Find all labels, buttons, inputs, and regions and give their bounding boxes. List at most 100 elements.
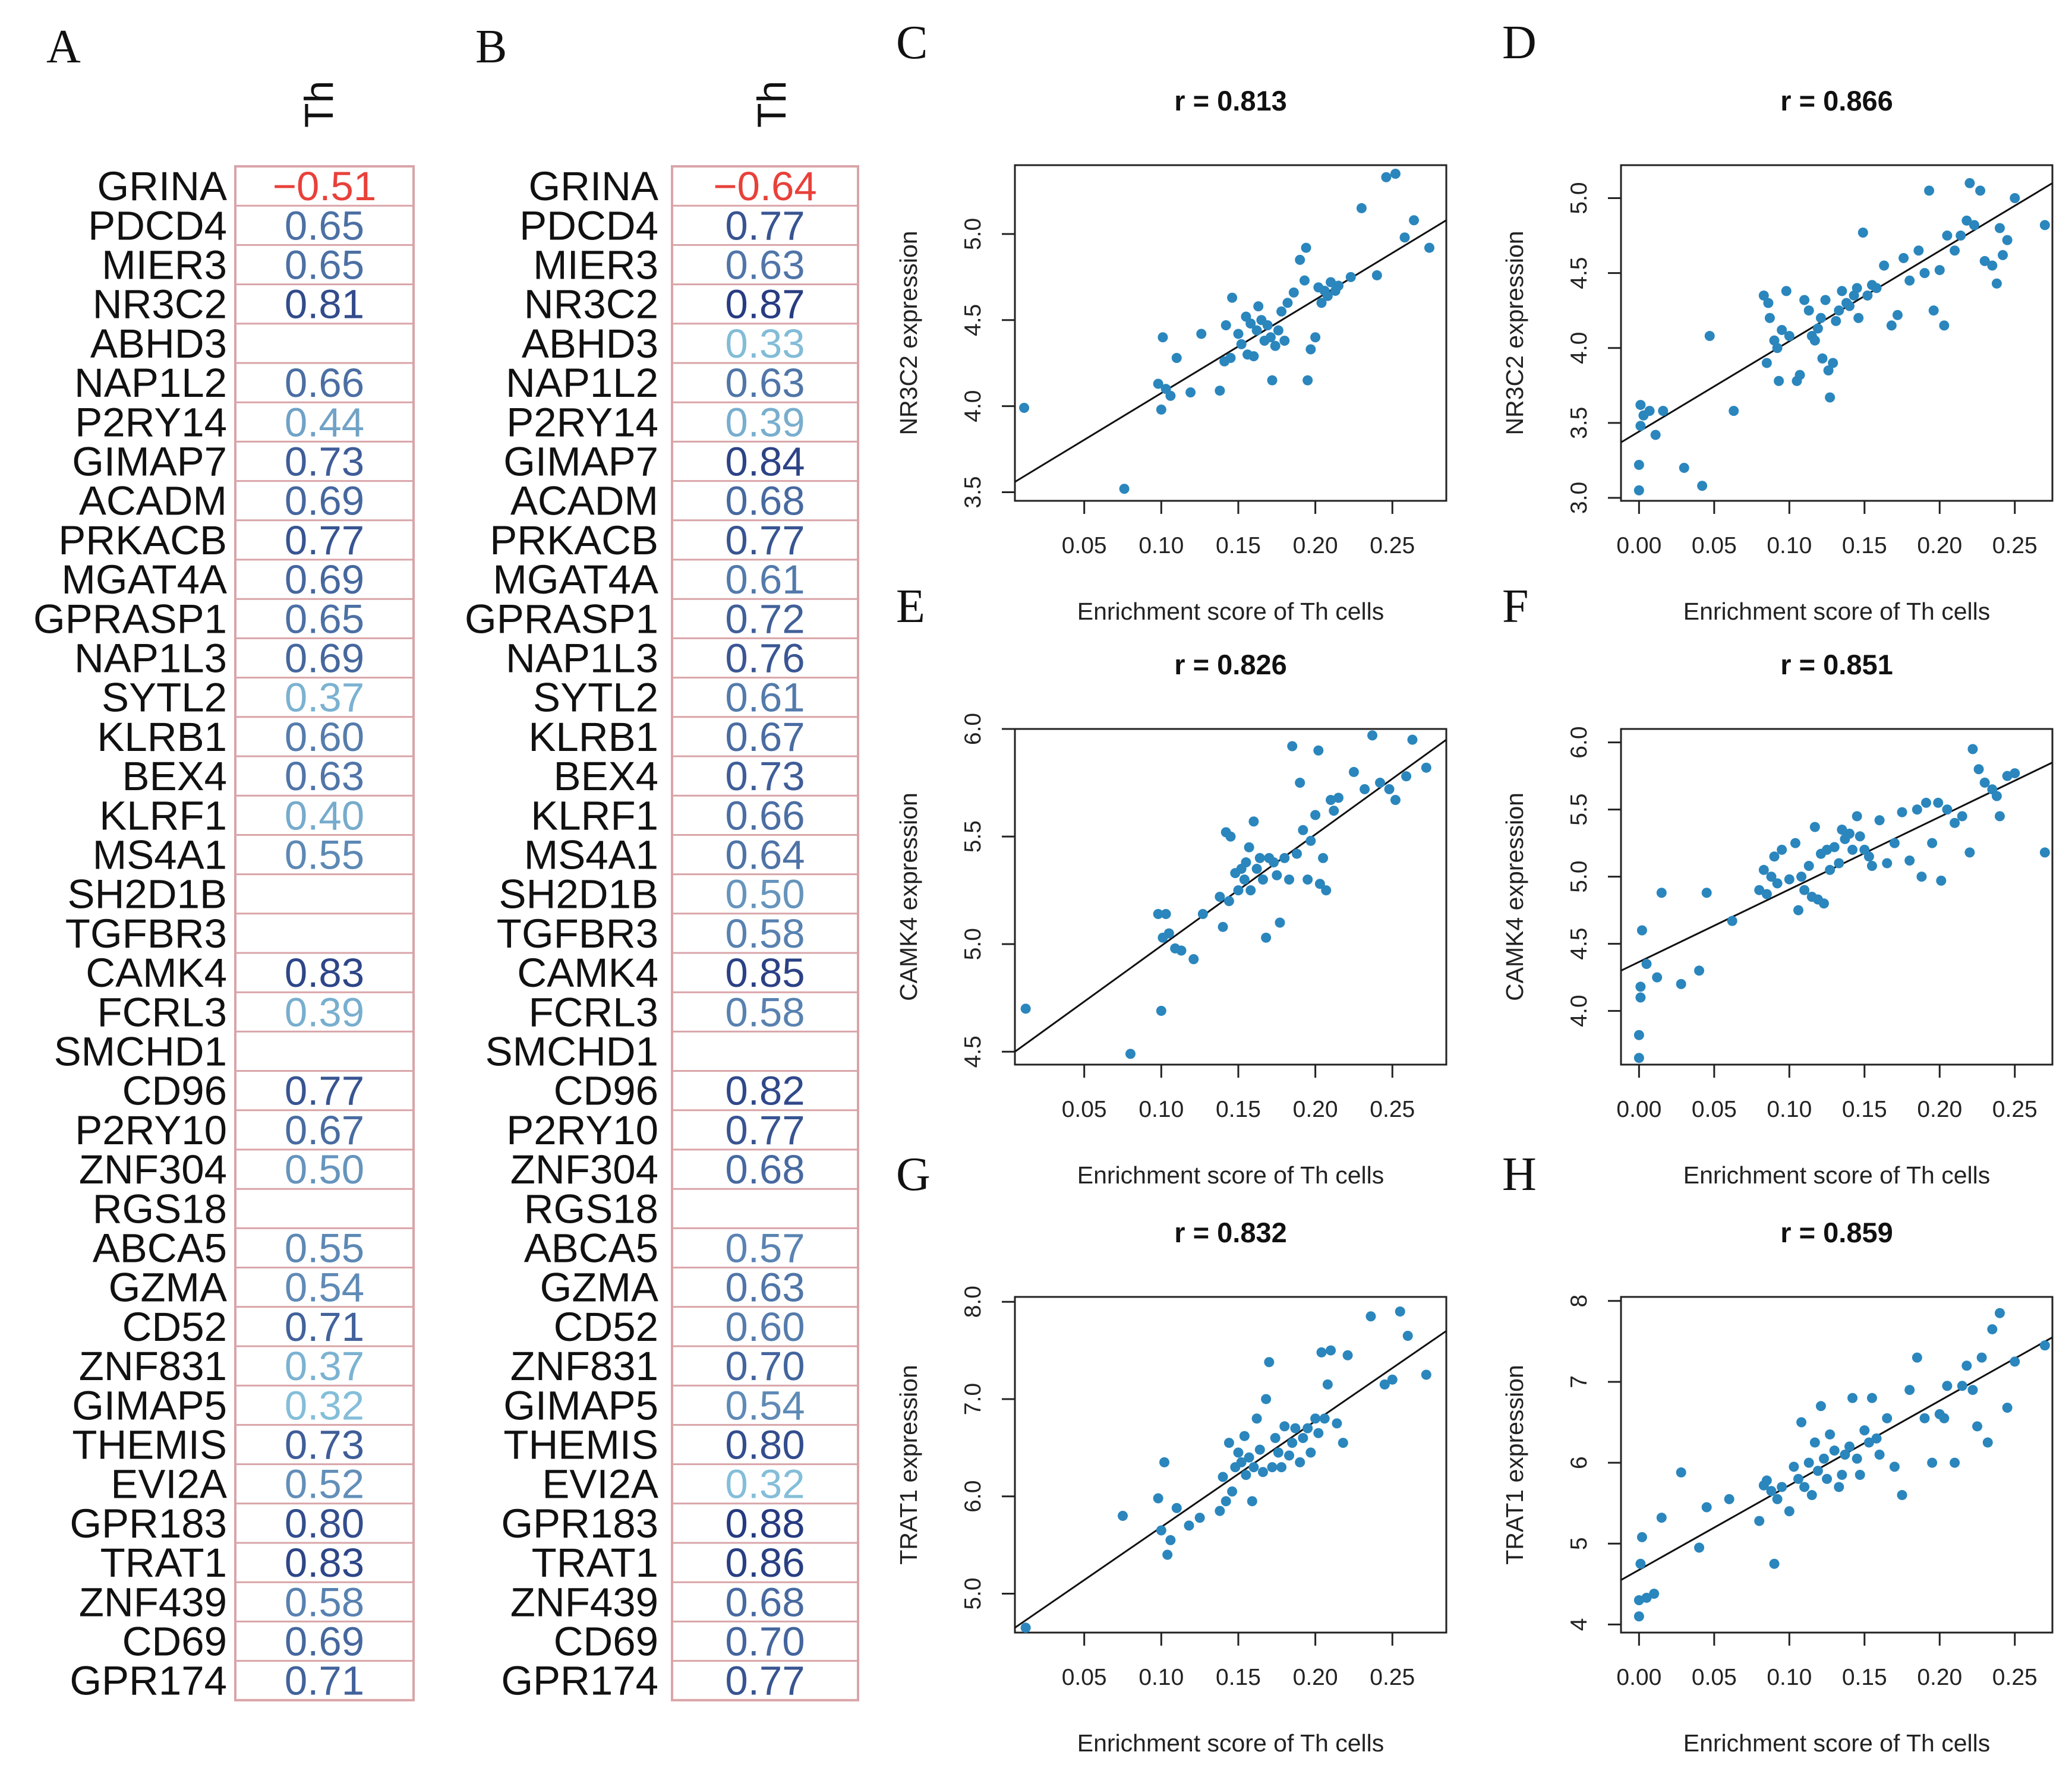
plot-frame <box>1620 728 2054 1066</box>
correlation-value: 0.77 <box>725 1658 805 1704</box>
scatter-point <box>1964 847 1975 858</box>
scatter-point <box>1184 1520 1194 1531</box>
correlation-value: 0.60 <box>725 1304 805 1350</box>
scatter-point <box>1244 842 1254 853</box>
scatter-point <box>1401 771 1412 782</box>
chart-title-f: r = 0.851 <box>1780 649 1893 680</box>
gene-label: GPR174 <box>501 1658 658 1704</box>
scatter-point <box>1862 290 1873 301</box>
scatter-point <box>1933 797 1944 808</box>
x-tick-label: 0.15 <box>1216 1097 1261 1122</box>
scatter-point <box>1635 400 1646 411</box>
correlation-table-a: GRINA −0.51 PDCD4 0.65 MIER3 0.65 NR3C2 0.81 ABH… <box>33 163 415 1704</box>
scatter-point <box>1409 215 1420 226</box>
scatter-point <box>1803 861 1814 872</box>
x-tick-label: 0.15 <box>1216 1665 1261 1690</box>
scatter-point <box>1171 1502 1182 1513</box>
scatter-point <box>1236 1457 1247 1467</box>
x-axis-label-d: Enrichment score of Th cells <box>1683 598 1991 625</box>
scatter-point <box>1697 481 1708 491</box>
scatter-point <box>1979 777 1990 788</box>
scatter-point <box>1276 306 1287 317</box>
scatter-point <box>1345 272 1356 282</box>
correlation-value: 0.63 <box>285 753 364 799</box>
scatter-point <box>1316 1347 1327 1358</box>
scatter-point <box>1998 250 2008 260</box>
scatter-point <box>1273 1447 1283 1458</box>
scatter-point <box>1704 331 1715 342</box>
scatter-point <box>1644 406 1655 416</box>
scatter-point <box>1904 855 1915 866</box>
scatter-point <box>1982 1437 1993 1448</box>
scatter-point <box>2039 1340 2050 1351</box>
x-tick-label: 0.15 <box>1842 1097 1887 1122</box>
x-tick-label: 0.15 <box>1842 533 1887 558</box>
scatter-point <box>1912 804 1922 815</box>
scatter-point <box>1318 853 1329 863</box>
scatter-panel-h: H r = 0.859 Enrichment score of Th cells… <box>1501 1148 2054 1757</box>
scatter-point <box>1282 298 1293 308</box>
correlation-table-b: GRINA −0.64 PDCD4 0.77 MIER3 0.63 NR3C2 0.87 ABH… <box>465 163 859 1704</box>
x-tick-label: 0.25 <box>1992 1097 2038 1122</box>
scatter-point <box>1847 1393 1858 1403</box>
correlation-value: 0.52 <box>285 1461 364 1507</box>
y-tick-label: 3.0 <box>1566 482 1592 514</box>
scatter-point <box>1994 811 2005 822</box>
scatter-point <box>1829 1445 1840 1456</box>
scatter-point <box>1882 1413 1893 1423</box>
x-tick-label: 0.00 <box>1616 533 1661 558</box>
scatter-point <box>1225 831 1236 842</box>
scatter-point <box>1342 1350 1353 1360</box>
scatter-point <box>1020 1003 1031 1014</box>
scatter-point <box>1225 353 1236 364</box>
scatter-point <box>1758 290 1769 301</box>
gene-label: ABCA5 <box>93 1226 227 1271</box>
scatter-point <box>1799 295 1810 305</box>
scatter-point <box>1919 1413 1930 1423</box>
scatter-point <box>1301 242 1311 253</box>
y-axis-label-e: CAMK4 expression <box>895 793 922 1001</box>
scatter-point <box>1866 1393 1877 1403</box>
scatter-point <box>1979 255 1990 266</box>
gene-label: NR3C2 <box>93 282 227 327</box>
scatter-point <box>1322 1379 1333 1390</box>
scatter-point <box>1245 318 1256 329</box>
scatter-point <box>1310 332 1321 343</box>
scatter-point <box>1310 810 1321 820</box>
scatter-point <box>1633 1053 1644 1063</box>
scatter-point <box>1270 1432 1281 1443</box>
correlation-value: 0.86 <box>725 1540 805 1586</box>
regression-line <box>1620 1336 2053 1581</box>
gene-label: ZNF831 <box>510 1343 658 1389</box>
scatter-point <box>1809 335 1820 346</box>
scatter-point <box>1837 825 1847 835</box>
scatter-point <box>1817 353 1828 364</box>
gene-label: ACADM <box>510 478 658 524</box>
y-tick-label: 5.0 <box>1566 860 1592 892</box>
gene-label: RGS18 <box>93 1186 227 1232</box>
scatter-point <box>1218 1472 1228 1482</box>
scatter-point <box>1789 1461 1799 1472</box>
y-tick-label: 4.0 <box>1566 332 1592 364</box>
scatter-point <box>1633 1030 1644 1040</box>
scatter-point <box>1218 921 1228 932</box>
scatter-point <box>1825 1429 1836 1439</box>
scatter-point <box>1221 1496 1231 1507</box>
scatter-point <box>1390 168 1401 179</box>
scatter-point <box>1994 223 2005 233</box>
x-tick-label: 0.10 <box>1139 533 1184 558</box>
scatter-point <box>1806 1490 1817 1501</box>
gene-label: EVI2A <box>542 1461 658 1507</box>
scatter-point <box>1831 315 1841 326</box>
scatter-point <box>1793 905 1803 916</box>
scatter-point <box>1828 358 1838 368</box>
scatter-point <box>1158 332 1168 343</box>
scatter-point <box>1171 353 1182 364</box>
scatter-point <box>1295 254 1305 265</box>
scatter-point <box>1233 1447 1244 1458</box>
scatter-point <box>1825 864 1836 875</box>
scatter-point <box>1769 851 1780 862</box>
scatter-point <box>1874 815 1885 826</box>
y-tick-label: 6.0 <box>1566 726 1592 758</box>
